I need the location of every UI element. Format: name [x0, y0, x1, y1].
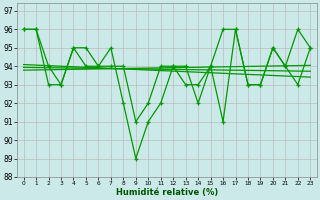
- X-axis label: Humidité relative (%): Humidité relative (%): [116, 188, 218, 197]
